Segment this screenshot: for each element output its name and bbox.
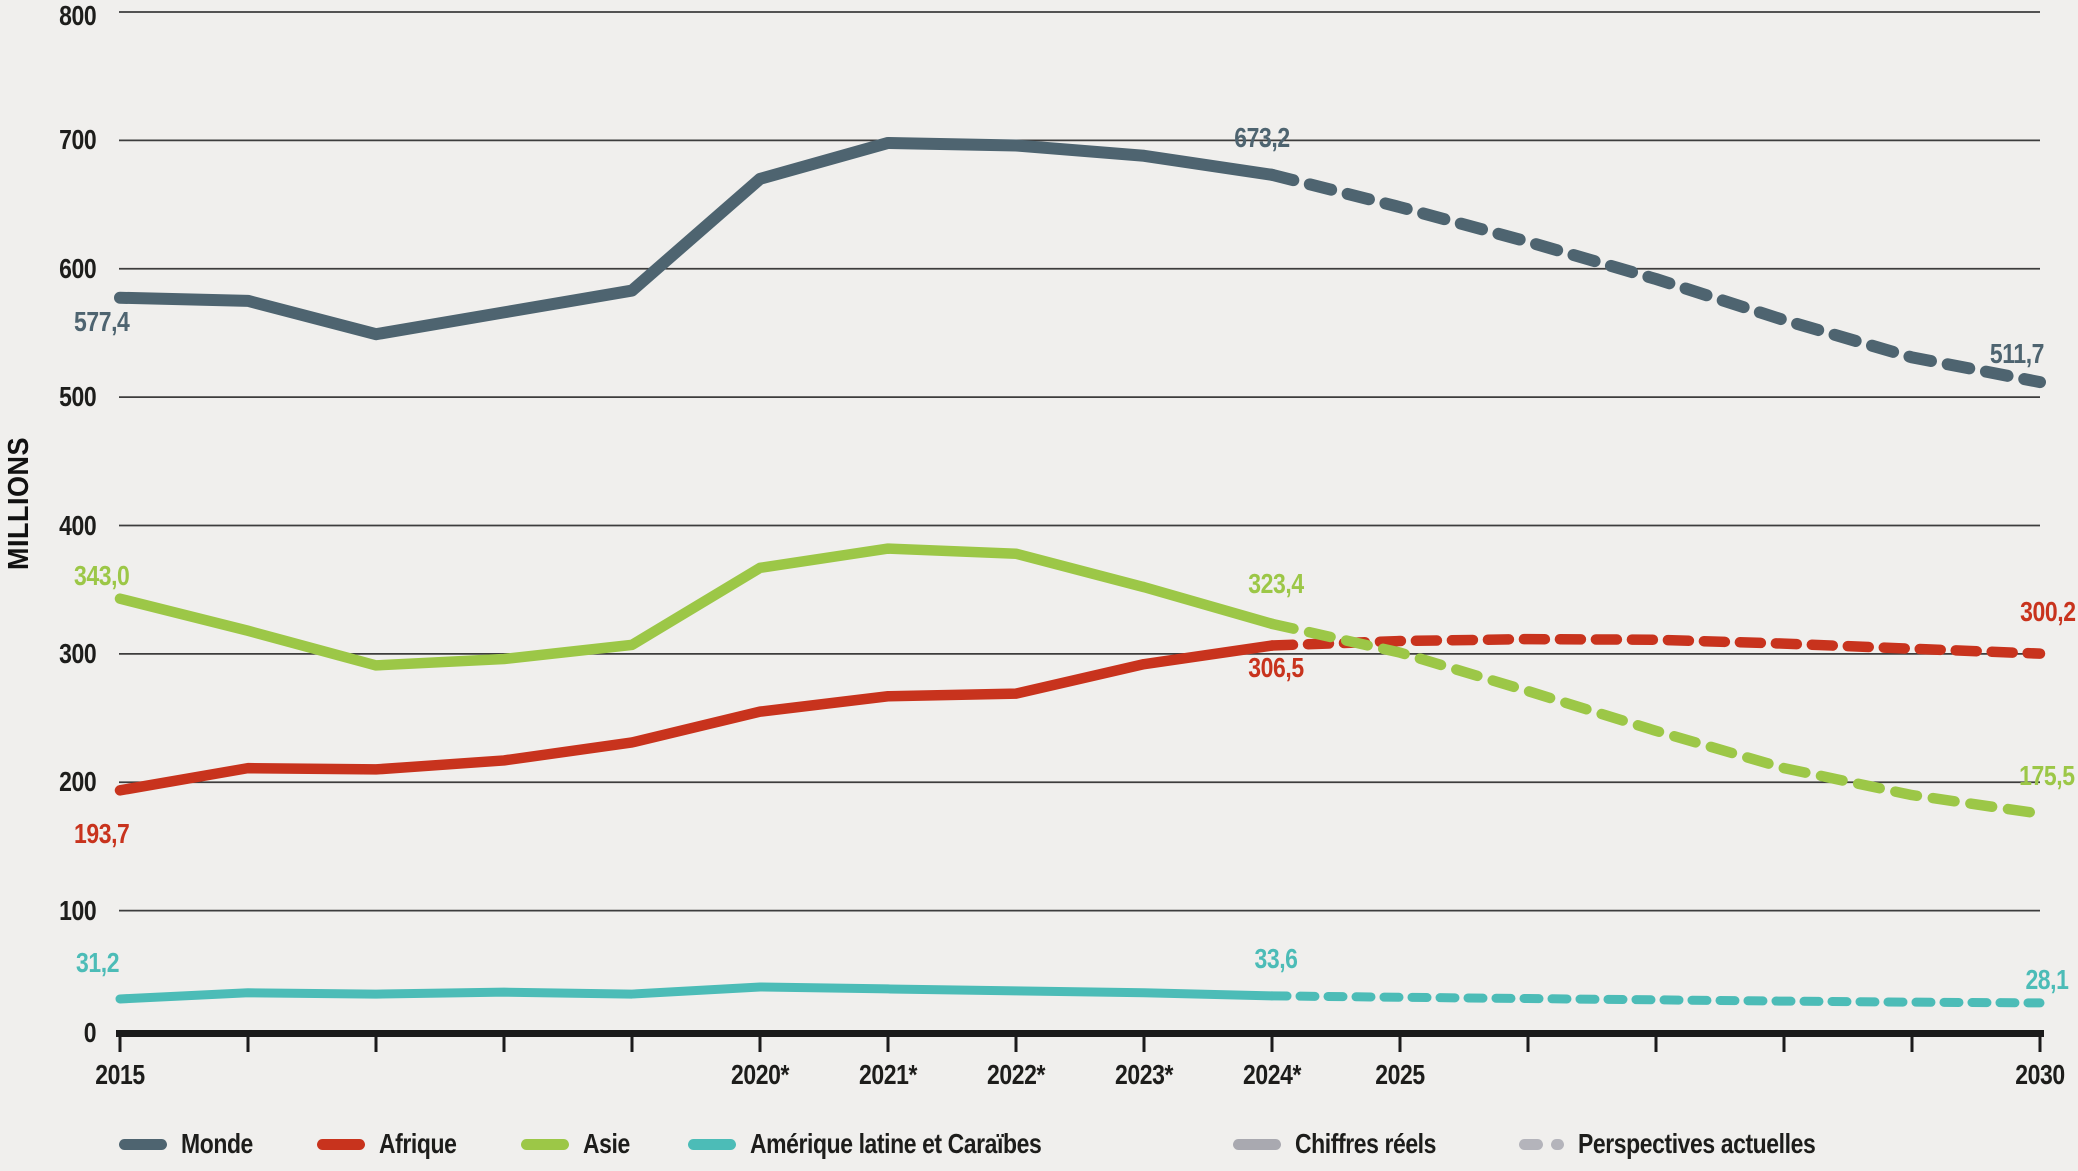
monde-legend-label: Monde [181, 1128, 253, 1159]
x-tick-2018 [502, 1037, 506, 1052]
x-tick-2027 [1654, 1037, 1658, 1052]
y-tick-label-500: 500 [58, 381, 96, 413]
asie-value-label-2015: 343,0 [74, 560, 130, 591]
segment-style-legend: Chiffres réels Perspectives actuelles [1233, 1122, 1867, 1166]
afrique-value-label-2015: 193,7 [74, 818, 130, 849]
y-tick-label-800: 800 [58, 0, 96, 31]
x-tick-2016 [246, 1037, 250, 1052]
legend-item-afrique: Afrique [316, 1128, 474, 1160]
monde-legend-swatch [119, 1138, 167, 1150]
amerique-latine-et-caraibes-value-label-2024: 33,6 [1254, 943, 1298, 974]
asie-value-label-2030: 175,5 [2019, 760, 2076, 791]
x-tick-2028 [1782, 1037, 1786, 1052]
x-tick-label-2021: 2021* [859, 1059, 917, 1090]
series-legend: Monde Afrique Asie Amérique latine et Caraï… [119, 1122, 1106, 1166]
y-tick-label-0: 0 [83, 1017, 97, 1048]
dash-segment [1550, 1138, 1564, 1150]
afrique-legend-swatch [316, 1138, 365, 1150]
legend-item-asie: Asie [521, 1128, 640, 1160]
x-axis-line [116, 1030, 2044, 1037]
x-tick-2020 [758, 1037, 762, 1052]
chiffres-reels-legend-label: Chiffres réels [1295, 1128, 1437, 1159]
legend-item-chiffres-reels: Chiffres réels [1233, 1128, 1467, 1160]
perspectives-actuelles-legend-swatch [1518, 1138, 1564, 1150]
monde-line-actual [114, 136, 1278, 341]
x-tick-2017 [374, 1037, 378, 1052]
x-tick-2022 [1014, 1037, 1018, 1052]
y-tick-label-400: 400 [58, 509, 96, 541]
x-tick-label-2023: 2023* [1115, 1059, 1173, 1090]
asie-line-actual [114, 543, 1278, 671]
y-tick-label-300: 300 [58, 637, 96, 669]
x-tick-2024 [1270, 1037, 1274, 1052]
x-tick-2015 [118, 1037, 122, 1052]
legend-item-monde: Monde [119, 1128, 269, 1160]
y-tick-label-200: 200 [58, 766, 96, 798]
asie-legend-label: Asie [583, 1128, 631, 1159]
perspectives-actuelles-legend-label: Perspectives actuelles [1577, 1128, 1816, 1159]
x-tick-2023 [1142, 1037, 1146, 1052]
x-tick-2026 [1526, 1037, 1530, 1052]
afrique-value-label-2030: 300,2 [2020, 596, 2077, 627]
amerique-latine-et-caraibes-line-actual [115, 982, 1277, 1004]
y-tick-label-600: 600 [58, 252, 96, 284]
x-tick-label-2020: 2020* [731, 1059, 789, 1090]
y-tick-label-100: 100 [58, 894, 96, 926]
afrique-line-actual [114, 640, 1278, 796]
amerique-latine-et-caraibes-legend-label: Amérique latine et Caraïbes [750, 1128, 1042, 1159]
legend-item-perspectives-actuelles: Perspectives actuelles [1518, 1128, 1867, 1160]
x-tick-2025 [1398, 1037, 1402, 1052]
asie-legend-swatch [521, 1138, 570, 1150]
x-tick-label-2025: 2025 [1375, 1059, 1425, 1090]
x-tick-2021 [886, 1037, 890, 1052]
x-tick-label-2024: 2024* [1243, 1059, 1301, 1090]
monde-value-label-2015: 577,4 [74, 306, 130, 337]
y-axis-title: MILLIONS [2, 437, 35, 570]
afrique-legend-label: Afrique [378, 1128, 457, 1159]
x-tick-label-2015: 2015 [95, 1059, 145, 1090]
monde-line-outlook [1266, 168, 2046, 389]
y-tick-label-700: 700 [58, 124, 96, 156]
asie-line-outlook [1266, 618, 2046, 819]
x-tick-2030 [2038, 1037, 2042, 1052]
amerique-latine-et-caraibes-value-label-2015: 31,2 [76, 947, 120, 978]
asie-value-label-2024: 323,4 [1248, 568, 1304, 599]
monde-value-label-2030: 511,7 [1989, 338, 2045, 369]
dash-segment [1518, 1138, 1543, 1150]
chiffres-reels-legend-swatch [1233, 1138, 1281, 1150]
amerique-latine-et-caraibes-line-outlook [1267, 991, 2045, 1008]
amerique-latine-et-caraibes-legend-swatch [688, 1138, 737, 1150]
legend-item-amerique-latine-et-caraibes: Amérique latine et Caraïbes [688, 1128, 1105, 1160]
afrique-value-label-2024: 306,5 [1248, 652, 1304, 683]
amerique-latine-et-caraibes-value-label-2030: 28,1 [2024, 964, 2068, 995]
afrique-line-outlook [1266, 633, 2046, 659]
x-tick-2019 [630, 1037, 634, 1052]
monde-value-label-2024: 673,2 [1234, 122, 1290, 153]
x-tick-label-2030: 2030 [2015, 1059, 2065, 1090]
x-tick-label-2022: 2022* [987, 1059, 1045, 1090]
x-tick-2029 [1910, 1037, 1914, 1052]
